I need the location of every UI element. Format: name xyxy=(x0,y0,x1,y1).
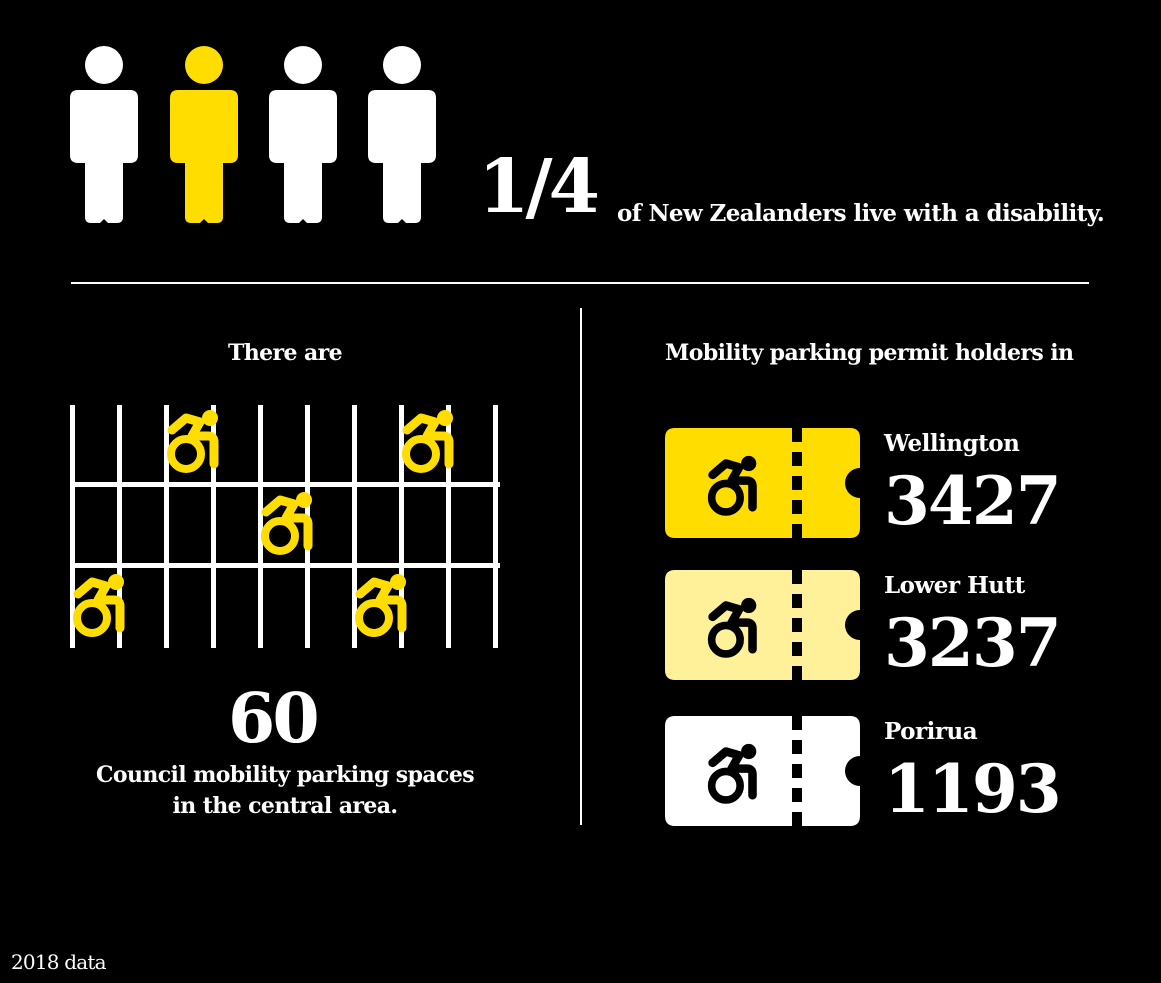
disability-statement: of New Zealanders live with a disability… xyxy=(617,200,1105,227)
permit-count-lower-hutt: 3237 xyxy=(884,604,1062,682)
grid-line xyxy=(446,405,451,648)
grid-line xyxy=(70,563,500,568)
permit-count-porirua: 1193 xyxy=(884,750,1062,828)
parking-spaces-count: 60 xyxy=(228,679,320,759)
caption-line-1: Council mobility parking spaces xyxy=(95,762,475,788)
wheelchair-icon xyxy=(73,574,125,637)
wheelchair-icon xyxy=(402,410,454,473)
person-icon xyxy=(368,46,436,223)
wheelchair-icon xyxy=(355,574,407,637)
vertical-divider xyxy=(580,308,582,825)
wheelchair-icon xyxy=(261,492,313,555)
grid-line xyxy=(117,405,122,648)
parking-grid xyxy=(70,405,502,648)
grid-line xyxy=(493,405,498,648)
person-icon xyxy=(70,46,138,223)
permit-city-porirua: Porirua xyxy=(884,718,978,745)
data-year-footnote: 2018 data xyxy=(11,950,107,974)
permit-ticket-icon xyxy=(665,570,860,680)
permit-ticket-icon xyxy=(665,428,860,538)
grid-line xyxy=(70,482,500,487)
permit-city-lower-hutt: Lower Hutt xyxy=(884,572,1025,599)
permit-city-wellington: Wellington xyxy=(884,430,1020,457)
grid-line xyxy=(70,405,75,648)
grid-line xyxy=(164,405,169,648)
permit-count-wellington: 3427 xyxy=(884,462,1062,540)
grid-line xyxy=(211,405,216,648)
disability-fraction: 1/4 xyxy=(478,144,600,230)
grid-line xyxy=(399,405,404,648)
grid-line xyxy=(258,405,263,648)
parking-spaces-caption: Council mobility parking spaces in the c… xyxy=(60,760,510,822)
person-icon-highlighted xyxy=(170,46,238,223)
wheelchair-icon xyxy=(167,410,219,473)
grid-line xyxy=(352,405,357,648)
person-icon xyxy=(269,46,337,223)
left-heading: There are xyxy=(227,340,343,366)
caption-line-2: in the central area. xyxy=(172,793,399,819)
right-heading: Mobility parking permit holders in xyxy=(665,340,1074,366)
horizontal-divider xyxy=(71,282,1089,284)
permit-ticket-icon xyxy=(665,716,860,826)
